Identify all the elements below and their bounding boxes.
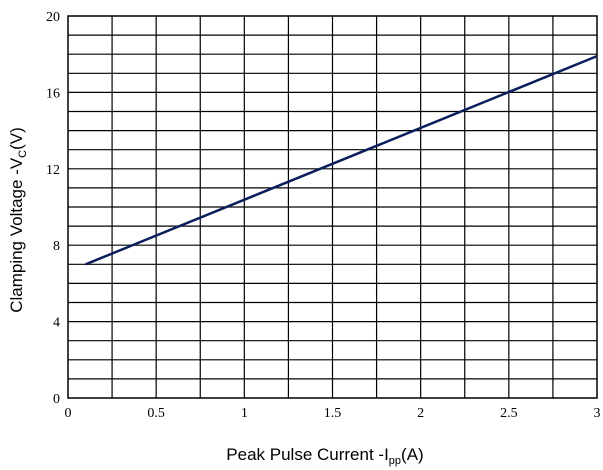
grid-lines (68, 16, 597, 398)
x-tick-labels: 0 0.5 1 1.5 2 2.5 3 (65, 406, 601, 421)
x-tick-label: 3 (594, 406, 601, 421)
y-axis-title: Clamping Voltage -VC(V) (7, 127, 29, 313)
x-tick-label: 2.5 (500, 406, 518, 421)
y-tick-label: 0 (53, 392, 60, 407)
y-tick-label: 20 (46, 10, 60, 25)
y-tick-labels: 0 4 8 12 16 20 (46, 10, 60, 407)
clamping-voltage-line (85, 54, 598, 266)
x-tick-label: 0 (65, 406, 72, 421)
x-tick-label: 2 (417, 406, 424, 421)
y-tick-label: 12 (46, 163, 60, 178)
series-layer (85, 54, 598, 266)
y-tick-label: 4 (53, 316, 60, 331)
x-axis-title: Peak Pulse Current -Ipp(A) (226, 445, 423, 467)
x-tick-label: 0.5 (147, 406, 165, 421)
y-tick-label: 8 (53, 239, 60, 254)
x-tick-label: 1 (241, 406, 248, 421)
plot-area-frame (67, 15, 598, 399)
y-tick-label: 16 (46, 86, 60, 101)
x-tick-label: 1.5 (324, 406, 342, 421)
